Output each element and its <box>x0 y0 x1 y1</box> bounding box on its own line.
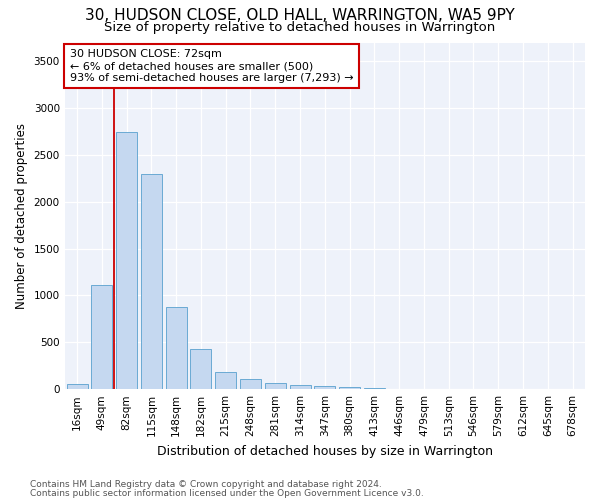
Bar <box>141 174 162 389</box>
Bar <box>240 380 261 389</box>
Bar <box>91 285 112 389</box>
Bar <box>339 388 360 389</box>
Bar <box>364 388 385 389</box>
X-axis label: Distribution of detached houses by size in Warrington: Distribution of detached houses by size … <box>157 444 493 458</box>
Bar <box>215 372 236 389</box>
Bar <box>67 384 88 389</box>
Text: Contains public sector information licensed under the Open Government Licence v3: Contains public sector information licen… <box>30 488 424 498</box>
Y-axis label: Number of detached properties: Number of detached properties <box>15 123 28 309</box>
Bar <box>265 382 286 389</box>
Text: 30 HUDSON CLOSE: 72sqm
← 6% of detached houses are smaller (500)
93% of semi-det: 30 HUDSON CLOSE: 72sqm ← 6% of detached … <box>70 50 353 82</box>
Bar <box>314 386 335 389</box>
Text: 30, HUDSON CLOSE, OLD HALL, WARRINGTON, WA5 9PY: 30, HUDSON CLOSE, OLD HALL, WARRINGTON, … <box>85 8 515 22</box>
Bar <box>166 306 187 389</box>
Bar <box>290 384 311 389</box>
Text: Size of property relative to detached houses in Warrington: Size of property relative to detached ho… <box>104 21 496 34</box>
Bar <box>190 349 211 389</box>
Bar <box>116 132 137 389</box>
Text: Contains HM Land Registry data © Crown copyright and database right 2024.: Contains HM Land Registry data © Crown c… <box>30 480 382 489</box>
